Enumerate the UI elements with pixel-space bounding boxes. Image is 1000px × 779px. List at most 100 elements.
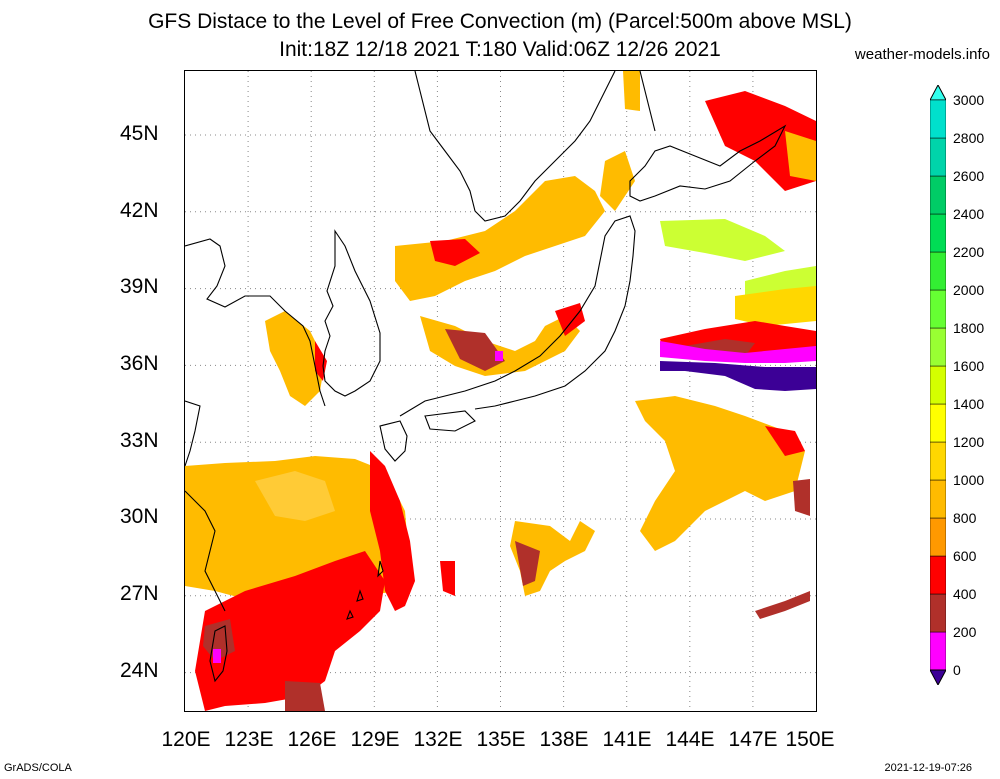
coastlines: [185, 71, 787, 683]
coast-ryukyu-1: [377, 560, 384, 578]
colorbar-segment: [930, 631, 946, 671]
shade-ecs-yellow-streaks: [255, 471, 335, 521]
coast-ryukyu-3: [346, 609, 354, 620]
shade-central-brown: [515, 541, 540, 586]
shade-pacific-orange: [635, 396, 805, 551]
colorbar-top-arrow: [930, 85, 946, 101]
shade-hokkaido-west: [600, 151, 635, 211]
colorbar-label: 200: [953, 624, 977, 640]
lat-label-45n: 45N: [120, 122, 159, 145]
colorbar-bottom-arrow: [930, 669, 946, 685]
lat-label-27n: 27N: [120, 582, 159, 605]
shade-magenta-dot: [495, 351, 503, 361]
colorbar-label: 2800: [953, 130, 985, 146]
coast-sakhalin: [639, 71, 656, 132]
shade-red-small-1: [440, 561, 455, 596]
lon-label-120e: 120E: [161, 728, 211, 751]
coast-taiwan: [209, 625, 228, 683]
colorbar-label: 1800: [953, 320, 985, 336]
lat-label-42n: 42N: [120, 199, 159, 222]
coast-shikoku: [424, 410, 476, 432]
colorbar-segment: [930, 555, 946, 595]
colorbar-segment: [930, 289, 946, 329]
shade-soj-south: [420, 316, 580, 376]
lon-label-150e: 150E: [785, 728, 835, 751]
shade-south-red: [195, 551, 385, 711]
colorbar-label: 2400: [953, 206, 985, 222]
coast-china-north: [185, 238, 326, 407]
colorbar-label: 400: [953, 586, 977, 602]
shade-pacific-red-streak: [765, 426, 805, 456]
colorbar-label: 1600: [953, 358, 985, 374]
chart-subtitle: Init:18Z 12/18 2021 T:180 Valid:06Z 12/2…: [279, 38, 721, 61]
colorbar-label: 3000: [953, 92, 985, 108]
shade-pacific-purple: [660, 361, 816, 391]
shade-honshu-red: [555, 303, 585, 336]
colorbar-segment: [930, 327, 946, 367]
colorbar-segment: [930, 137, 946, 177]
lfc-shading: [185, 71, 816, 711]
lon-label-123e: 123E: [224, 728, 274, 751]
shade-okhotsk-top: [623, 71, 640, 111]
colorbar-segment: [930, 251, 946, 291]
shade-okhotsk-orange: [785, 131, 816, 181]
shade-sea-of-japan: [395, 176, 605, 301]
colorbar-segment: [930, 517, 946, 557]
colorbar-segment: [930, 365, 946, 405]
coast-korea: [322, 229, 381, 397]
shade-pacific-brown-streak: [793, 479, 810, 516]
lat-label-24n: 24N: [120, 659, 159, 682]
site-credit: weather-models.info: [854, 46, 990, 63]
lon-label-147e: 147E: [728, 728, 778, 751]
map-panel: [184, 70, 817, 712]
colorbar-segment: [930, 213, 946, 253]
coast-hokkaido: [629, 124, 787, 202]
lon-label-144e: 144E: [665, 728, 715, 751]
colorbar-label: 1400: [953, 396, 985, 412]
colorbar-label: 0: [953, 662, 961, 678]
coast-kyushu: [379, 420, 408, 462]
timestamp: 2021-12-19-07:26: [884, 762, 972, 774]
colorbar-label: 2200: [953, 244, 985, 260]
colorbar-label: 2000: [953, 282, 985, 298]
colorbar-segment: [930, 99, 946, 139]
colorbar-label: 1200: [953, 434, 985, 450]
shade-yellow-sea: [265, 311, 325, 406]
lat-label-36n: 36N: [120, 352, 159, 375]
colorbar-label: 2600: [953, 168, 985, 184]
lon-label-138e: 138E: [539, 728, 589, 751]
shade-soj-red: [430, 239, 480, 266]
lon-label-132e: 132E: [413, 728, 463, 751]
colorbar-segment: [930, 593, 946, 633]
lon-label-135e: 135E: [476, 728, 526, 751]
shade-yellow-band: [735, 286, 816, 326]
colorbar-segment: [930, 403, 946, 443]
coast-russia: [414, 71, 616, 222]
shade-pacific-magenta: [660, 341, 816, 363]
shade-soj-brown: [445, 329, 505, 371]
shade-green-band-1: [660, 219, 785, 261]
colorbar-label: 600: [953, 548, 977, 564]
colorbar-segment: [930, 479, 946, 519]
colorbar-label: 800: [953, 510, 977, 526]
colorbar-segment: [930, 441, 946, 481]
grads-credit: GrADS/COLA: [4, 762, 72, 774]
lat-label-30n: 30N: [120, 505, 159, 528]
shade-magenta-taiwan: [213, 649, 221, 663]
colorbar: [930, 85, 946, 685]
shade-ryukyu-red: [370, 451, 415, 611]
map-svg: [185, 71, 816, 711]
lat-label-39n: 39N: [120, 275, 159, 298]
chart-title: GFS Distace to the Level of Free Convect…: [148, 10, 852, 33]
coast-china-southeast: [185, 490, 226, 612]
coast-china-east: [185, 400, 201, 467]
lon-label-126e: 126E: [287, 728, 337, 751]
lon-label-141e: 141E: [602, 728, 652, 751]
coast-ryukyu-2: [356, 589, 364, 602]
shade-south-brown-2: [285, 681, 325, 711]
coast-honshu: [399, 215, 636, 417]
shade-red-small-2: [755, 591, 810, 619]
colorbar-segment: [930, 175, 946, 215]
lat-label-33n: 33N: [120, 429, 159, 452]
colorbar-label: 1000: [953, 472, 985, 488]
